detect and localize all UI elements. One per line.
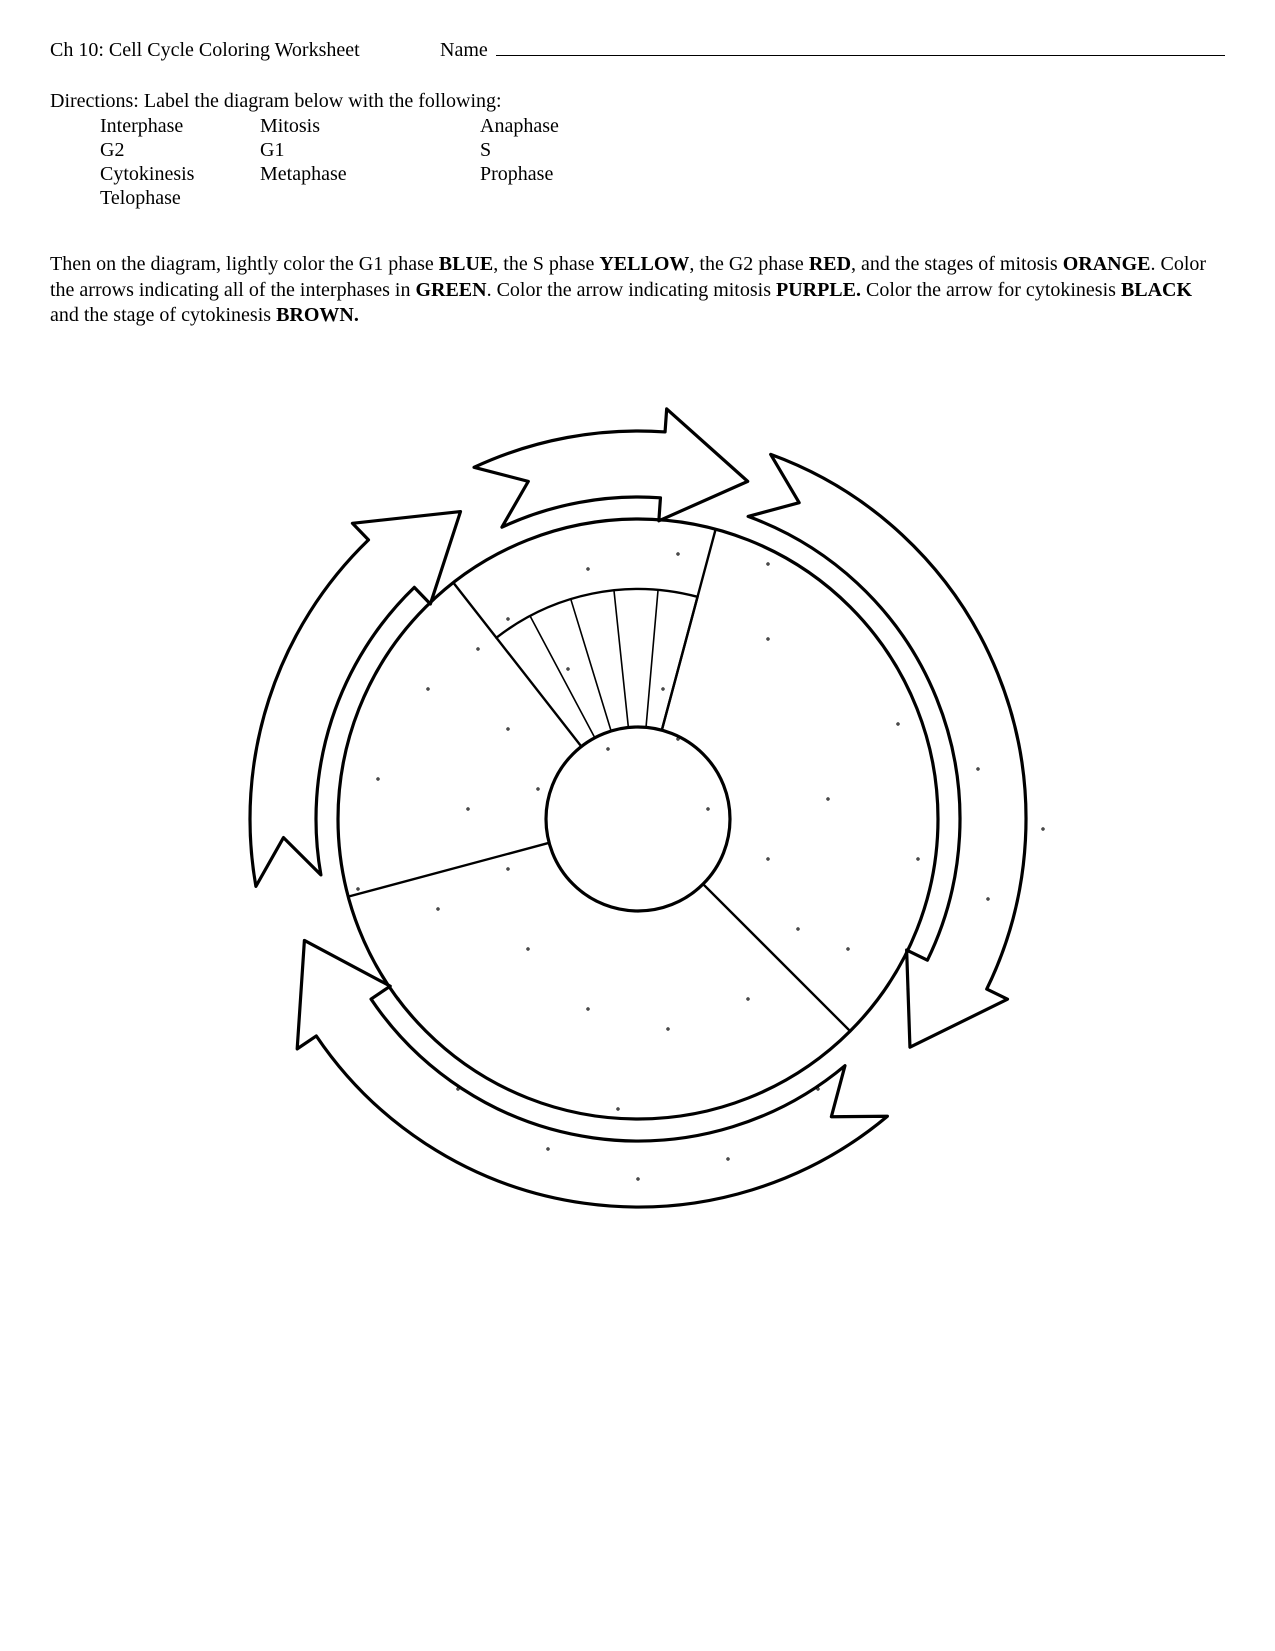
worksheet-title: Ch 10: Cell Cycle Coloring Worksheet (50, 39, 360, 61)
term: Metaphase (260, 163, 480, 186)
name-label: Name (440, 39, 488, 62)
term: G1 (260, 139, 480, 162)
worksheet-header: Ch 10: Cell Cycle Coloring Worksheet Nam… (50, 36, 1225, 62)
term: Mitosis (260, 115, 480, 138)
term: S (480, 139, 680, 162)
term: Telophase (100, 187, 260, 210)
terms-grid: Interphase Mitosis Anaphase G2 G1 S Cyto… (100, 115, 1225, 210)
cell-cycle-diagram (208, 389, 1068, 1249)
term: Anaphase (480, 115, 680, 138)
name-blank-line[interactable] (496, 36, 1225, 56)
directions-intro: Directions: Label the diagram below with… (50, 90, 1225, 113)
diagram-container (50, 389, 1225, 1249)
term: Interphase (100, 115, 260, 138)
term: G2 (100, 139, 260, 162)
directions-block: Directions: Label the diagram below with… (50, 90, 1225, 210)
term: Prophase (480, 163, 680, 186)
name-field: Name (440, 36, 1225, 62)
coloring-instructions: Then on the diagram, lightly color the G… (50, 252, 1225, 329)
term: Cytokinesis (100, 163, 260, 186)
